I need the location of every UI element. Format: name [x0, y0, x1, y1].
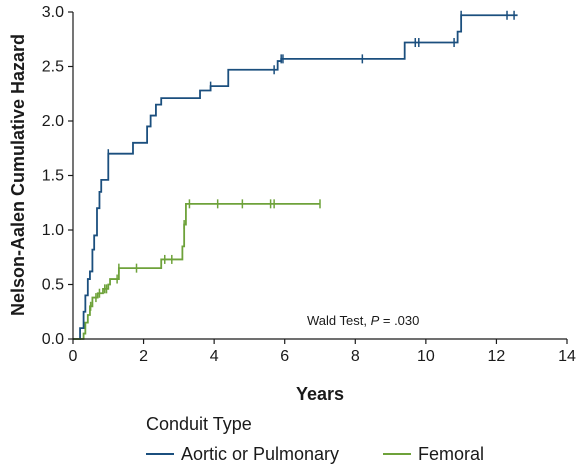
y-tick-label: 1.5	[42, 168, 64, 185]
legend-label-aortic: Aortic or Pulmonary	[181, 444, 339, 464]
x-axis-title: Years	[296, 384, 344, 404]
x-tick-label: 4	[210, 348, 219, 365]
x-tick-label: 8	[351, 348, 360, 365]
plot-area	[73, 10, 518, 340]
y-tick-label: 3.0	[42, 4, 64, 21]
y-tick-label: 2.0	[42, 113, 64, 130]
x-tick-label: 10	[417, 348, 435, 365]
legend-label-femoral: Femoral	[418, 444, 484, 464]
y-tick-label: 1.0	[42, 222, 64, 239]
y-tick-label: 0.5	[42, 277, 64, 294]
x-tick-label: 14	[558, 348, 576, 365]
annotation-suffix: = .030	[379, 313, 419, 328]
annotation-p: P	[371, 313, 380, 328]
series-line-femoral	[73, 202, 320, 340]
y-tick-label: 2.5	[42, 59, 64, 76]
y-ticks: 0.0 0.5 1.0 1.5 2.0 2.5 3.0	[42, 4, 73, 348]
x-tick-label: 6	[280, 348, 289, 365]
y-tick-label: 0.0	[42, 331, 64, 348]
x-ticks: 0 2 4 6 8 10 12 14	[69, 339, 576, 365]
wald-test-annotation: Wald Test, P = .030	[307, 313, 419, 328]
x-tick-label: 12	[488, 348, 506, 365]
series-line-aortic	[73, 14, 518, 340]
x-tick-label: 0	[69, 348, 78, 365]
axes	[72, 12, 567, 340]
legend: Conduit Type Aortic or Pulmonary Femoral	[146, 414, 484, 464]
x-tick-label: 2	[139, 348, 148, 365]
annotation-prefix: Wald Test,	[307, 313, 371, 328]
legend-title: Conduit Type	[146, 414, 252, 434]
y-axis-title: Nelson-Aalen Cumulative Hazard	[8, 34, 28, 316]
